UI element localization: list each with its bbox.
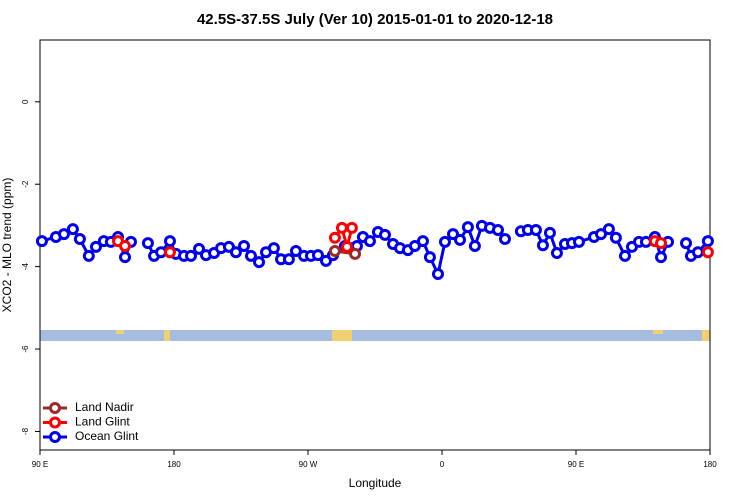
legend-marker [49, 431, 61, 443]
data-point [66, 223, 79, 236]
x-tick-label: 90 E [568, 460, 584, 469]
data-point [73, 233, 86, 246]
data-point [328, 244, 341, 257]
data-point [184, 249, 197, 262]
chart-title: 42.5S-37.5S July (Ver 10) 2015-01-01 to … [197, 11, 553, 28]
data-point [602, 223, 615, 236]
legend-label: Ocean Glint [75, 429, 139, 443]
data-point [461, 221, 474, 234]
data-point [609, 231, 622, 244]
y-tick-label: 0 [21, 99, 30, 104]
legend-marker [49, 402, 61, 414]
data-point [423, 251, 436, 264]
data-point [618, 249, 631, 262]
data-point [498, 233, 511, 246]
data-point [378, 228, 391, 241]
y-tick-label: -4 [21, 263, 30, 271]
data-point [57, 228, 70, 241]
data-point [543, 226, 556, 239]
data-point [119, 240, 132, 253]
data-point [572, 235, 585, 248]
data-point [141, 237, 154, 250]
legend-label: Land Glint [75, 415, 130, 429]
data-point [335, 221, 348, 234]
data-point [701, 235, 714, 248]
data-point [349, 247, 362, 260]
data-point [163, 235, 176, 248]
data-point [655, 237, 668, 250]
data-point [328, 231, 341, 244]
data-point [89, 240, 102, 253]
x-tick-label: 90 W [299, 460, 318, 469]
y-tick-label: -2 [21, 180, 30, 188]
data-point [282, 253, 295, 266]
data-point [536, 239, 549, 252]
data-point [468, 240, 481, 253]
data-point [229, 246, 242, 259]
data-point [454, 233, 467, 246]
x-tick-label: 180 [703, 460, 717, 469]
data-point [438, 235, 451, 248]
data-point [363, 235, 376, 248]
x-tick-label: 90 E [32, 460, 48, 469]
data-point [416, 235, 429, 248]
data-point [680, 237, 693, 250]
data-point [35, 235, 48, 248]
data-point [289, 244, 302, 257]
data-point [655, 251, 668, 264]
data-point [491, 223, 504, 236]
data-point [408, 240, 421, 253]
data-point [345, 221, 358, 234]
data-point [701, 246, 714, 259]
data-point [431, 268, 444, 281]
data-point [529, 223, 542, 236]
data-point [311, 249, 324, 262]
x-axis-label: Longitude [349, 476, 402, 490]
data-point [550, 247, 563, 260]
legend-marker [49, 416, 61, 429]
data-point [82, 249, 95, 262]
plot-frame [39, 39, 711, 451]
data-point [244, 249, 257, 262]
data-point [341, 240, 354, 253]
legend-label: Land Nadir [75, 400, 134, 414]
y-axis-label: XCO2 - MLO trend (ppm) [0, 178, 14, 313]
surface-strip [40, 330, 710, 341]
data-point [253, 256, 266, 269]
y-tick-label: -6 [21, 345, 30, 353]
data-point [193, 242, 206, 255]
data-point [119, 251, 132, 264]
y-tick-label: -8 [21, 427, 30, 435]
data-point [163, 246, 176, 259]
data-point [691, 246, 704, 259]
x-tick-label: 0 [440, 460, 445, 469]
data-point [267, 242, 280, 255]
x-tick-label: 180 [167, 460, 181, 469]
data-point [237, 240, 250, 253]
